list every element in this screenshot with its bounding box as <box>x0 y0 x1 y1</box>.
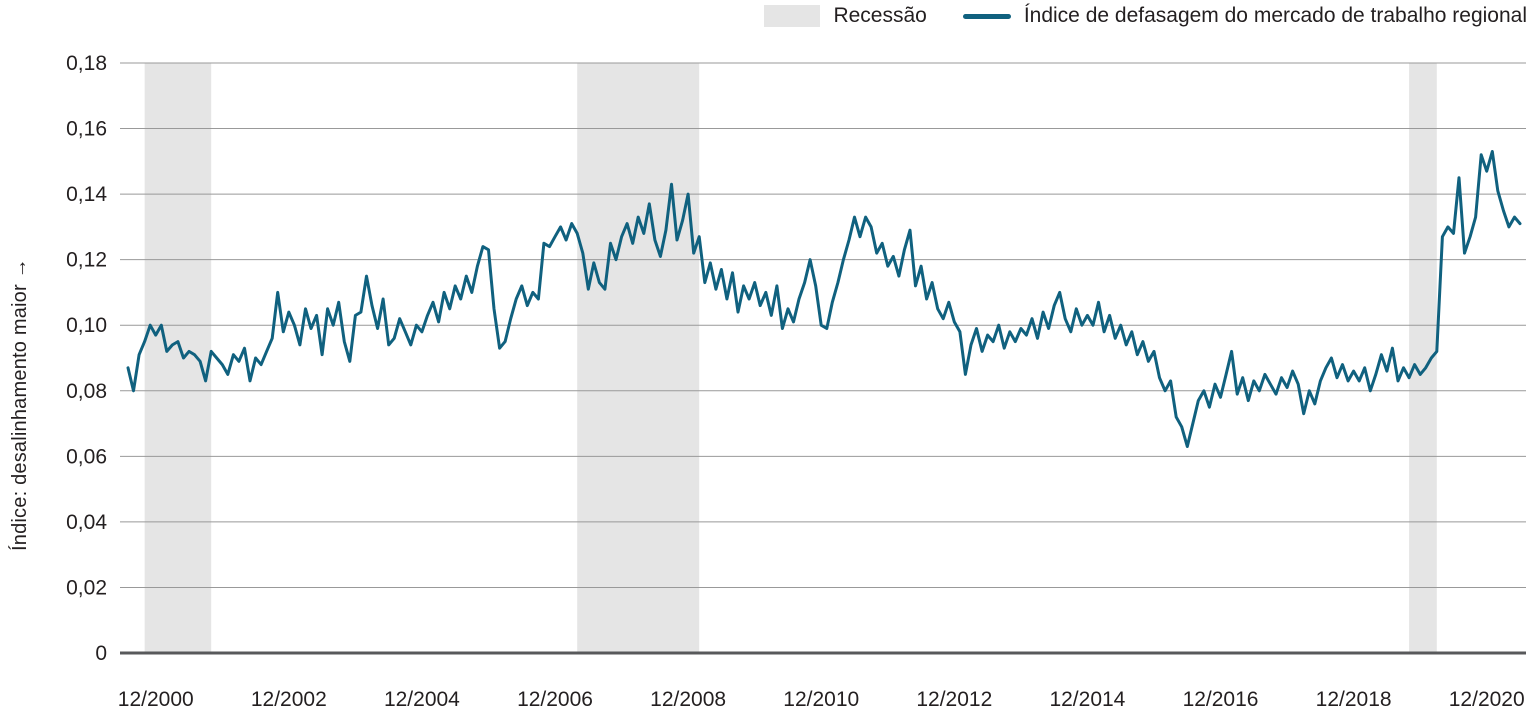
x-tick-label: 12/2010 <box>783 688 859 711</box>
y-tick-label: 0,14 <box>66 183 107 206</box>
x-tick-label: 12/2012 <box>916 688 992 711</box>
x-tick-label: 12/2014 <box>1049 688 1125 711</box>
x-tick-label: 12/2016 <box>1183 688 1259 711</box>
y-tick-label: 0,12 <box>66 249 107 272</box>
x-tick-label: 12/2002 <box>251 688 327 711</box>
legend-item-index: Índice de defasagem do mercado de trabal… <box>962 3 1527 29</box>
y-tick-label: 0,06 <box>66 445 107 468</box>
series-line-swatch <box>962 13 1011 19</box>
x-tick-label: 12/2018 <box>1316 688 1392 711</box>
y-tick-label: 0,16 <box>66 118 107 141</box>
x-tick-label: 12/2000 <box>118 688 194 711</box>
series-line <box>126 150 1522 448</box>
x-tick-label: 12/2008 <box>650 688 726 711</box>
x-tick-label: 12/2006 <box>517 688 593 711</box>
y-tick-label: 0,02 <box>66 576 107 599</box>
x-tick-label: 12/2004 <box>384 688 460 711</box>
legend-label-index: Índice de defasagem do mercado de trabal… <box>1023 4 1527 27</box>
x-tick-label: 12/2020 <box>1449 688 1525 711</box>
recession-band <box>144 63 212 653</box>
y-tick-label: 0,10 <box>66 314 107 337</box>
recession-band <box>577 63 700 653</box>
y-tick-label: 0,18 <box>66 52 107 75</box>
y-tick-label: 0 <box>95 642 107 665</box>
y-tick-label: 0,08 <box>66 380 107 403</box>
chart-legend: Recessão Índice de defasagem do mercado … <box>764 3 1527 29</box>
legend-item-recession: Recessão <box>764 3 927 29</box>
legend-label-recession: Recessão <box>833 4 927 27</box>
recession-swatch <box>764 5 821 27</box>
y-tick-label: 0,04 <box>66 511 107 534</box>
